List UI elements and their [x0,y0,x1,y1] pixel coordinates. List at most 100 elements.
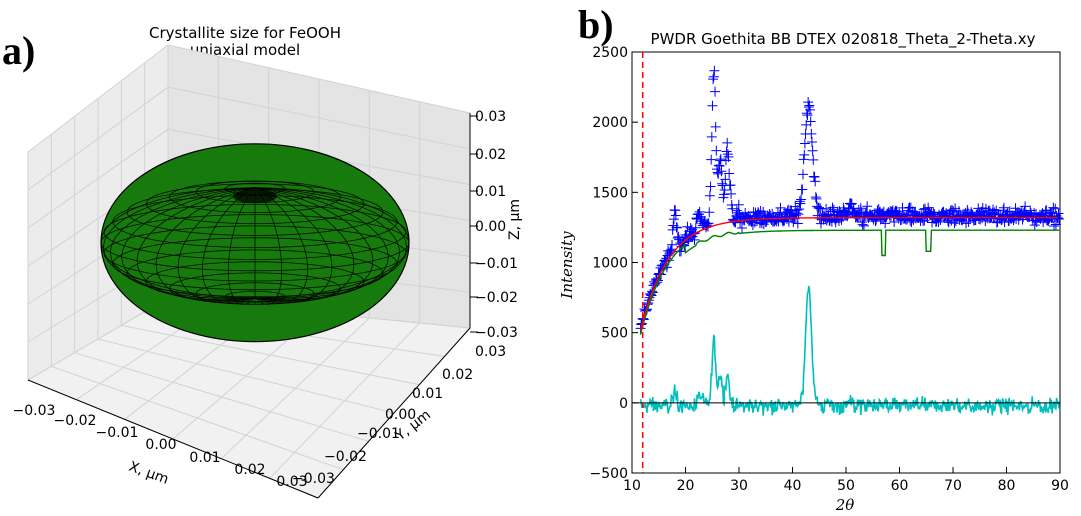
observed-point [867,209,878,220]
observed-point [715,154,726,165]
observed-point [1049,221,1060,232]
observed-point [814,202,825,213]
observed-point [1010,203,1021,214]
z-tick-label: 0.03 [475,109,506,125]
observed-point [846,198,857,209]
x-tick-label: 0.01 [189,450,220,466]
y-tick-label: −0.03 [292,471,335,487]
observed-point [709,65,720,76]
y-axis-line [317,327,471,499]
ellipsoid-meridian-line [254,187,355,303]
observed-point [689,234,700,245]
observed-point [810,176,821,187]
observed-point [720,174,731,185]
observed-point [872,205,883,216]
z-tick-label: −0.02 [475,290,518,306]
observed-point [823,210,834,221]
z-axis-label-3d: Z, μm [507,199,523,240]
observed-point [804,100,815,111]
observed-point [670,205,681,216]
ellipsoid-meridian-line [201,187,256,305]
observed-point [980,203,991,214]
observed-point [949,218,960,229]
observed-point [806,128,817,139]
observed-point [961,218,972,229]
ellipsoid-meridian-line [254,187,410,299]
x-tick-label: 90 [1051,478,1069,494]
observed-point [667,224,678,235]
observed-point [855,203,866,214]
observed-point [963,217,974,228]
observed-point [672,222,683,233]
y-tick-label: 1500 [592,185,628,201]
calculated-series-line [639,229,1060,335]
observed-point [1050,219,1061,230]
observed-point [916,210,927,221]
observed-point [853,205,864,216]
x-tick-label: 80 [998,478,1016,494]
observed-point [797,169,808,180]
observed-point [797,184,808,195]
observed-point [670,210,681,221]
observed-point [842,211,853,222]
observed-point [710,86,721,97]
observed-point [1025,205,1036,216]
observed-point [792,218,803,229]
y-tick-label: 500 [601,326,628,342]
observed-point [704,190,715,201]
observed-point [726,188,737,199]
y-tick-label: 0.03 [475,344,506,360]
observed-point [809,171,820,182]
x-tick-label: 0.02 [234,462,265,478]
x-tick-label: −0.03 [13,403,56,419]
ellipsoid-meridian-line [254,187,309,305]
observed-point [690,222,701,233]
observed-point [799,149,810,160]
observed-point [708,71,719,82]
observed-point [802,110,813,121]
observed-point [782,206,793,217]
y-tick-label: −0.01 [357,426,400,442]
z-tick-label: 0.00 [475,219,506,235]
observed-point [704,207,715,218]
ellipsoid-meridian-line [100,187,256,299]
x-tick-label: 70 [944,478,962,494]
x-axis-line [27,379,319,499]
ellipsoid-meridian-line [102,187,256,299]
observed-point [725,180,736,191]
observed-point [724,168,735,179]
observed-point [796,194,807,205]
observed-point [755,205,766,216]
observed-point [836,214,847,225]
observed-point [927,211,938,222]
observed-point [716,166,727,177]
observed-point [713,160,724,171]
observed-point [706,154,717,165]
y-tick-label: 0.00 [385,407,416,423]
observed-point [1042,215,1053,226]
ellipsoid-meridian-line [136,187,256,302]
observed-point [811,193,822,204]
observed-point [710,121,721,132]
observed-point [810,192,821,203]
y-tick-label: 1000 [592,256,628,272]
observed-point [703,218,714,229]
x-tick-label: 60 [891,478,909,494]
observed-point [846,199,857,210]
ellipsoid-meridian-line [109,187,256,300]
observed-point [711,145,722,156]
y-tick-label: 0.02 [442,367,473,383]
observed-point [858,220,869,231]
observed-point [1048,202,1059,213]
observed-point [999,217,1010,228]
observed-point [962,205,973,216]
x-tick-label: 40 [784,478,802,494]
observed-point [803,102,814,113]
observed-point [1004,206,1015,217]
x-tick-label: 10 [623,478,641,494]
observed-point [808,154,819,165]
chart-b-title: PWDR Goethita BB DTEX 020818_Theta_2-The… [651,30,1036,49]
x-tick-label: −0.01 [96,425,139,441]
x-tick-label: 0.00 [145,437,176,453]
observed-point [1053,208,1064,219]
